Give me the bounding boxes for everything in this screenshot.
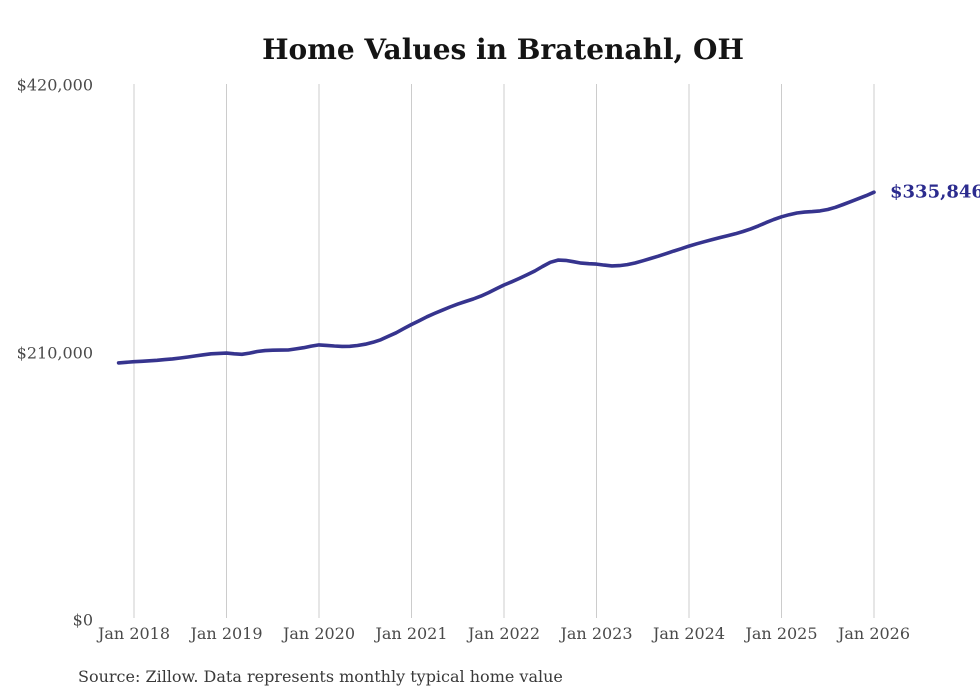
x-tick-label: Jan 2019 [190,624,263,643]
x-tick-label: Jan 2021 [375,624,448,643]
y-tick-label: $210,000 [16,343,93,362]
x-tick-label: Jan 2018 [97,624,171,643]
x-tick-label: Jan 2025 [745,624,818,643]
source-note: Source: Zillow. Data represents monthly … [78,667,563,686]
x-tick-label: Jan 2024 [652,624,726,643]
x-tick-label: Jan 2023 [560,624,633,643]
y-tick-label: $420,000 [16,75,93,95]
latest-value-label: $335,846 [890,181,980,203]
chart-title: Home Values in Bratenahl, OH [262,33,744,66]
y-tick-label: $0 [72,610,93,630]
x-tick-label: Jan 2022 [467,624,541,643]
x-tick-label: Jan 2020 [282,624,356,643]
home-value-line-series [116,190,876,365]
x-tick-label: Jan 2026 [837,624,911,643]
